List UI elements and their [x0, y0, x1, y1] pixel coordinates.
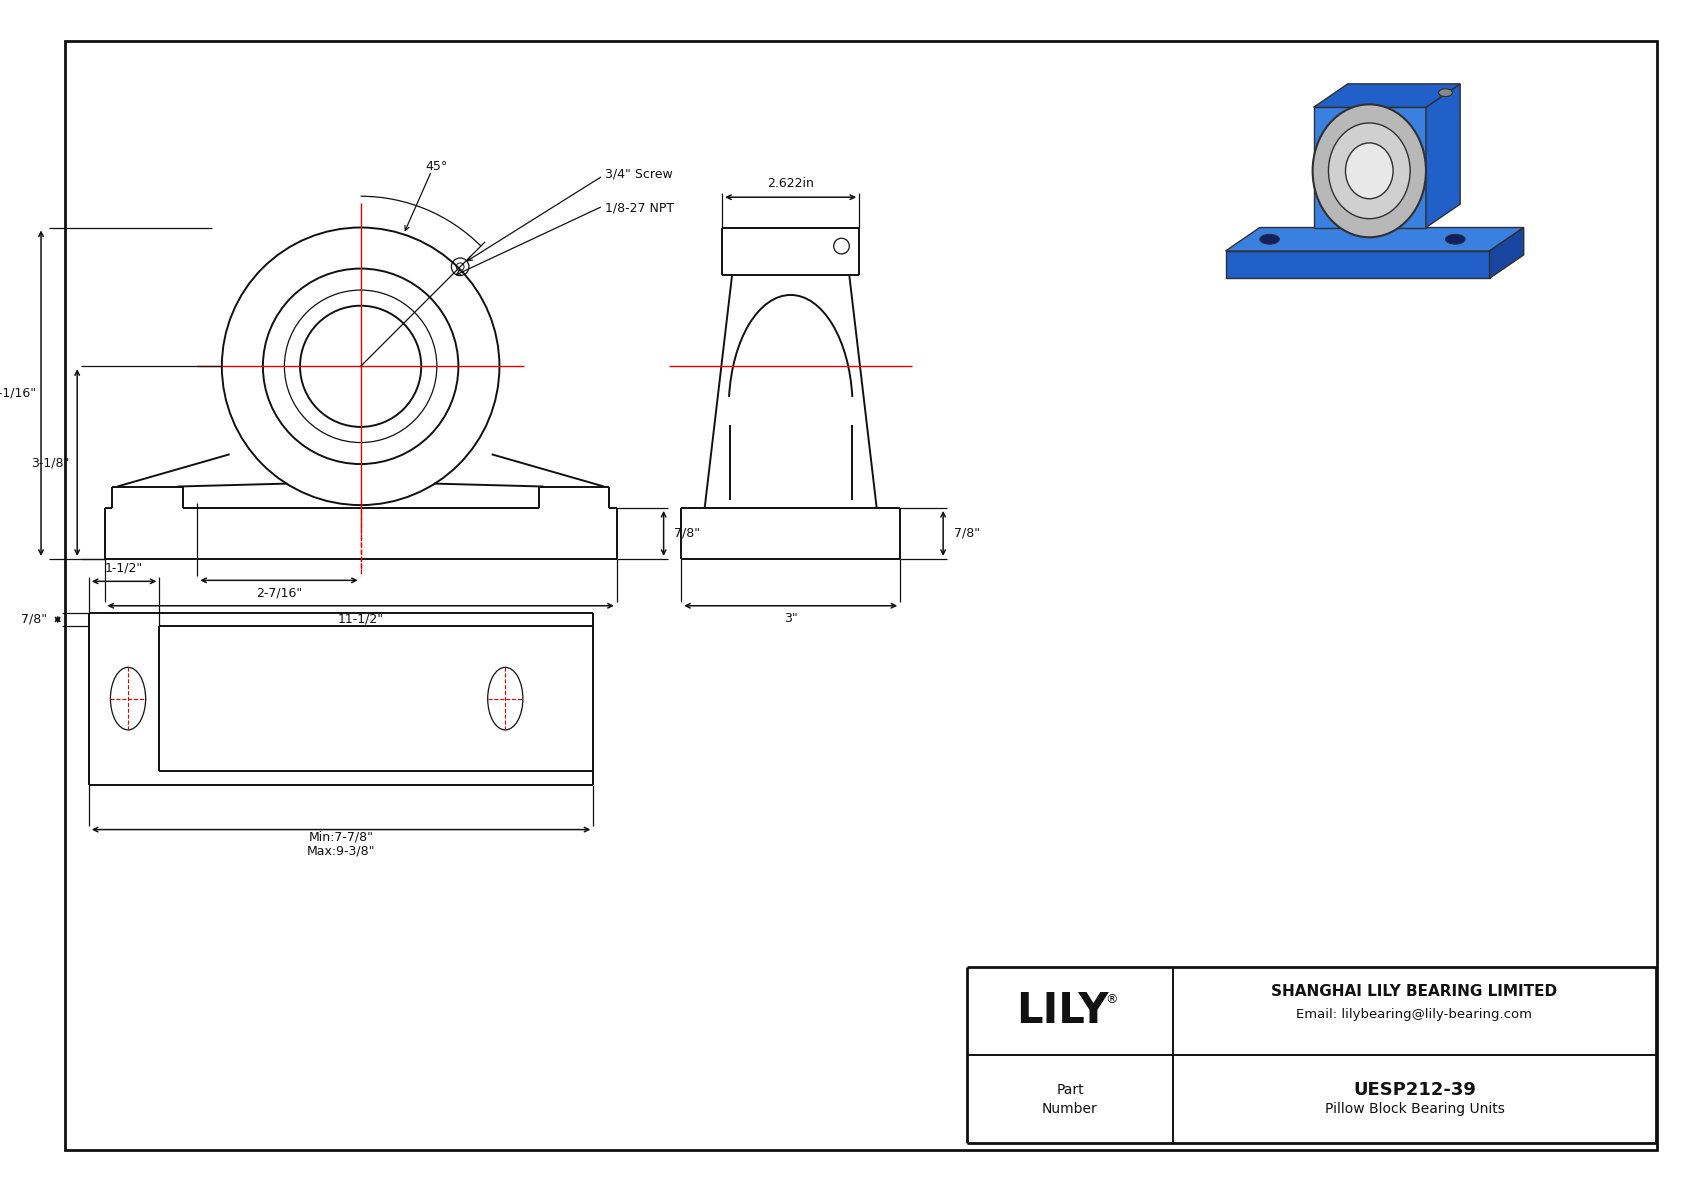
Ellipse shape	[1346, 143, 1393, 199]
Text: Pillow Block Bearing Units: Pillow Block Bearing Units	[1325, 1102, 1504, 1116]
Text: ®: ®	[1105, 993, 1116, 1006]
Text: 1-1/2": 1-1/2"	[104, 561, 143, 574]
Text: 3-1/8": 3-1/8"	[30, 456, 69, 469]
Polygon shape	[1314, 83, 1460, 107]
Ellipse shape	[1438, 89, 1452, 96]
Text: SHANGHAI LILY BEARING LIMITED: SHANGHAI LILY BEARING LIMITED	[1271, 984, 1558, 999]
Text: Max:9-3/8": Max:9-3/8"	[306, 844, 376, 858]
Text: 7/8": 7/8"	[953, 526, 980, 540]
Text: 1/8-27 NPT: 1/8-27 NPT	[605, 201, 674, 214]
Text: Min:7-7/8": Min:7-7/8"	[308, 831, 374, 844]
Polygon shape	[1490, 227, 1524, 279]
Text: 3": 3"	[783, 612, 798, 625]
Text: 3/4" Screw: 3/4" Screw	[605, 167, 672, 180]
Text: Part
Number: Part Number	[1042, 1083, 1098, 1116]
Polygon shape	[1426, 83, 1460, 227]
Ellipse shape	[1312, 105, 1426, 237]
Text: Email: lilybearing@lily-bearing.com: Email: lilybearing@lily-bearing.com	[1297, 1008, 1532, 1021]
Text: 45°: 45°	[426, 161, 448, 174]
Text: 2-7/16": 2-7/16"	[256, 586, 301, 599]
Text: 7/8": 7/8"	[22, 613, 47, 626]
Ellipse shape	[1445, 235, 1465, 244]
Polygon shape	[1226, 251, 1490, 279]
Ellipse shape	[1260, 235, 1280, 244]
Text: 2.622in: 2.622in	[768, 177, 813, 191]
Text: 7/8": 7/8"	[674, 526, 701, 540]
Ellipse shape	[1329, 123, 1410, 219]
Text: 11-1/2": 11-1/2"	[337, 613, 384, 626]
Polygon shape	[1226, 227, 1524, 251]
Text: LILY: LILY	[1015, 991, 1108, 1033]
Polygon shape	[1314, 107, 1426, 227]
Text: 6-1/16": 6-1/16"	[0, 387, 37, 400]
Text: UESP212-39: UESP212-39	[1352, 1080, 1475, 1098]
